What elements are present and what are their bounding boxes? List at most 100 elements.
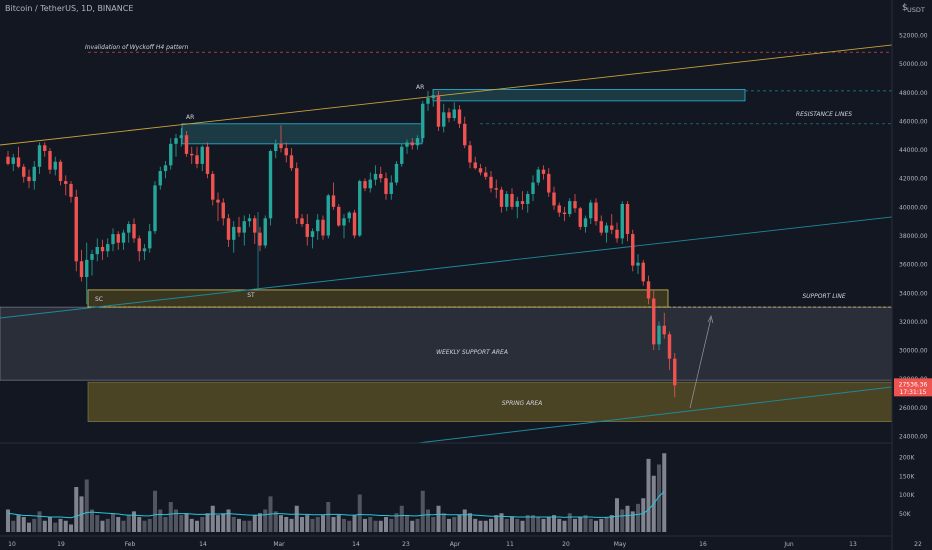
candle-body bbox=[673, 358, 677, 386]
candle-body bbox=[274, 143, 278, 152]
volume-ma-line bbox=[7, 491, 665, 519]
volume-tick-label: 200K bbox=[899, 455, 915, 462]
volume-bar bbox=[473, 518, 478, 532]
candle-body bbox=[326, 195, 330, 236]
volume-bar bbox=[620, 509, 625, 532]
candle-body bbox=[484, 172, 488, 177]
candle-body bbox=[11, 157, 15, 164]
currency-label: USDT bbox=[907, 6, 925, 14]
candle-body bbox=[531, 182, 535, 194]
volume-bar bbox=[504, 518, 509, 532]
candle-body bbox=[237, 226, 241, 233]
volume-bar bbox=[247, 520, 252, 532]
volume-bar bbox=[557, 518, 562, 532]
candle-body bbox=[352, 212, 357, 236]
volume-bar bbox=[100, 520, 105, 532]
volume-bar bbox=[147, 518, 152, 532]
volume-bar bbox=[74, 487, 79, 532]
candle-body bbox=[478, 168, 483, 173]
volume-bar bbox=[615, 498, 619, 532]
candle-body bbox=[347, 212, 351, 219]
price-tick-label: 50000.00 bbox=[899, 61, 928, 68]
candle-body bbox=[6, 156, 10, 164]
candle-body bbox=[127, 224, 131, 233]
volume-bar bbox=[541, 518, 546, 532]
time-tick-label: May bbox=[614, 541, 627, 548]
volume-bar bbox=[90, 509, 94, 532]
candle-body bbox=[242, 221, 246, 233]
candle-body bbox=[363, 181, 367, 189]
volume-bar bbox=[384, 517, 388, 532]
candle-body bbox=[247, 218, 252, 222]
volume-bar bbox=[489, 518, 493, 532]
volume-bar bbox=[6, 509, 10, 532]
volume-bar bbox=[142, 520, 147, 532]
volume-bar bbox=[447, 518, 451, 532]
time-tick-label: Feb bbox=[125, 541, 136, 548]
volume-bar bbox=[599, 518, 604, 532]
candle-body bbox=[389, 182, 393, 194]
volume-bar bbox=[636, 503, 640, 532]
candle-body bbox=[121, 232, 126, 243]
volume-bar bbox=[153, 490, 157, 532]
candle-body bbox=[599, 221, 603, 233]
time-tick-label: Apr bbox=[450, 541, 461, 548]
candle-body bbox=[636, 262, 640, 266]
volume-bar bbox=[357, 494, 362, 532]
candle-body bbox=[468, 145, 472, 163]
volume-bar bbox=[237, 518, 241, 532]
volume-bar bbox=[48, 517, 52, 532]
candle-body bbox=[37, 145, 42, 167]
candle-body bbox=[22, 166, 26, 177]
volume-bar bbox=[63, 520, 68, 532]
countdown-label: 17:31:15 bbox=[900, 389, 927, 396]
volume-bar bbox=[163, 517, 168, 532]
volume-bar bbox=[531, 515, 535, 532]
candle-body bbox=[284, 148, 288, 156]
volume-bar bbox=[368, 517, 373, 532]
candle-body bbox=[625, 203, 630, 235]
volume-bar bbox=[58, 518, 63, 532]
scale-button[interactable]: $ bbox=[902, 3, 908, 13]
st-label: ST bbox=[247, 292, 255, 299]
candle-body bbox=[610, 225, 614, 230]
volume-bar bbox=[594, 520, 598, 532]
volume-bar bbox=[552, 515, 556, 532]
volume-bar bbox=[321, 515, 325, 532]
candle-body bbox=[557, 205, 561, 213]
candle-body bbox=[573, 201, 577, 209]
volume-bar bbox=[657, 464, 661, 532]
candle-body bbox=[111, 234, 115, 245]
candle-body bbox=[142, 248, 147, 252]
candle-body bbox=[300, 218, 304, 225]
candle-body bbox=[106, 244, 110, 252]
candle-body bbox=[426, 98, 430, 104]
projection-arrow-line bbox=[689, 317, 712, 409]
candle-body bbox=[289, 155, 294, 169]
candle-body bbox=[69, 183, 73, 197]
volume-bar bbox=[336, 515, 341, 532]
price-tick-label: 44000.00 bbox=[899, 147, 928, 154]
candle-body bbox=[116, 234, 120, 243]
volume-bar bbox=[331, 517, 336, 532]
volume-bar bbox=[494, 515, 499, 532]
volume-bar bbox=[415, 518, 420, 532]
symbol-title[interactable]: Bitcoin / TetherUS, 1D, BINANCE bbox=[5, 4, 134, 13]
candle-body bbox=[321, 219, 325, 236]
volume-bar bbox=[352, 515, 357, 532]
candle-body bbox=[510, 193, 514, 207]
volume-bar bbox=[200, 517, 205, 532]
candle-body bbox=[568, 201, 572, 215]
volume-bar bbox=[16, 515, 21, 532]
volume-bar bbox=[363, 518, 367, 532]
candle-body bbox=[536, 169, 540, 183]
candle-body bbox=[153, 185, 157, 232]
volume-bar bbox=[221, 513, 226, 532]
volume-bar bbox=[646, 458, 651, 532]
volume-bar bbox=[420, 490, 425, 532]
candle-body bbox=[578, 208, 582, 227]
price-tick-label: 40000.00 bbox=[899, 204, 928, 211]
candle-body bbox=[205, 146, 210, 174]
candle-body bbox=[379, 173, 383, 179]
